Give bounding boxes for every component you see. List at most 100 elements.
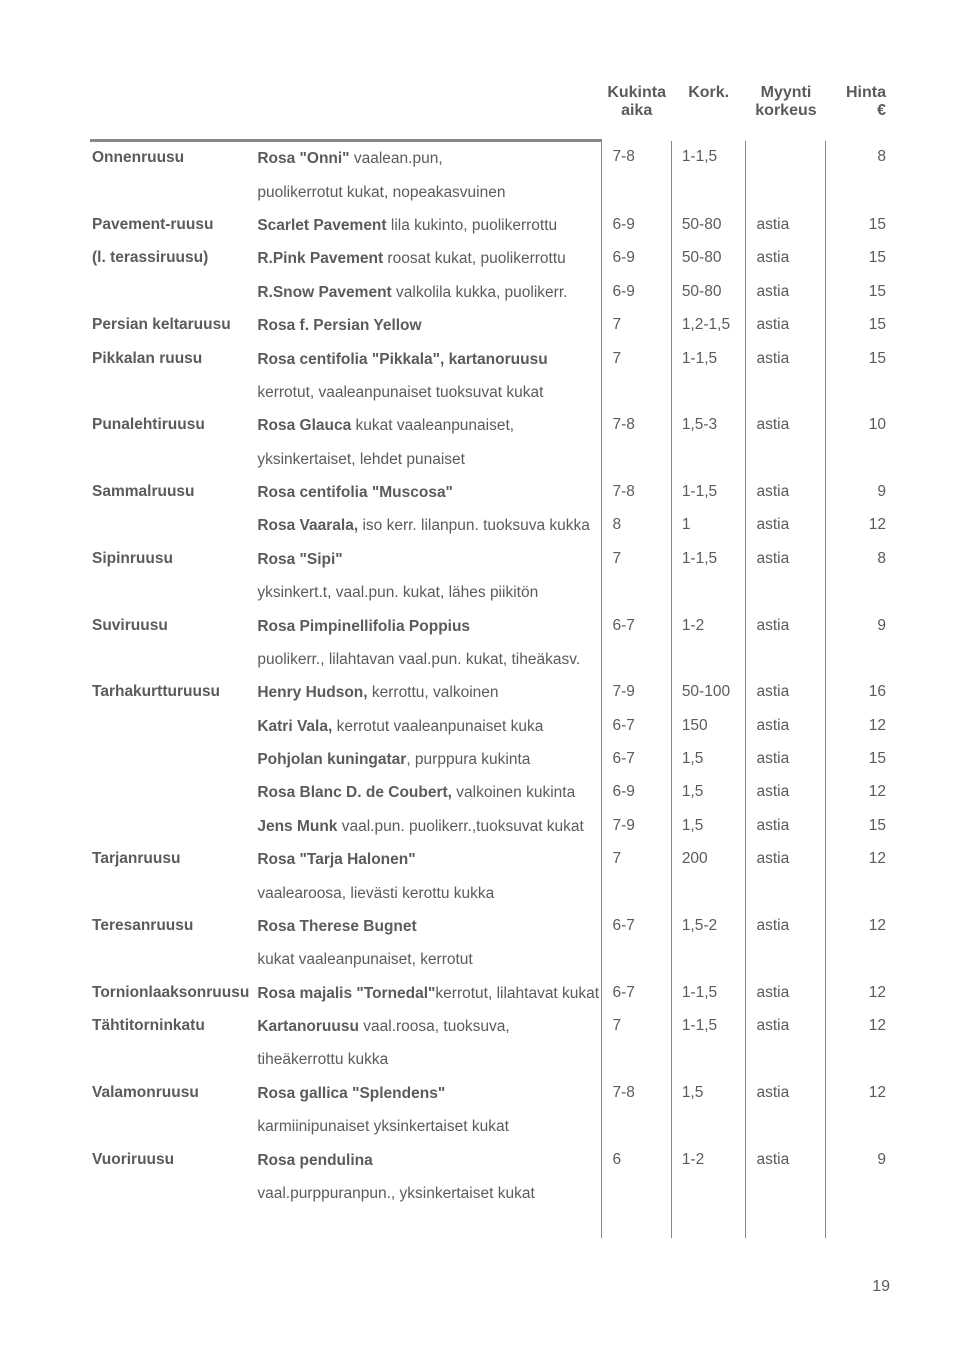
cell-hinta bbox=[826, 376, 890, 409]
cell-name: Sammalruusu bbox=[90, 476, 255, 509]
cell-kukinta bbox=[602, 1224, 671, 1238]
cell-myynti bbox=[746, 176, 826, 209]
cell-hinta: 15 bbox=[826, 309, 890, 342]
table-row: TarjanruusuRosa "Tarja Halonen"7200astia… bbox=[90, 843, 890, 876]
cell-myynti bbox=[746, 141, 826, 176]
cell-myynti: astia bbox=[746, 910, 826, 943]
header-hinta: Hinta€ bbox=[826, 80, 890, 141]
cell-kukinta: 7 bbox=[602, 343, 671, 376]
cell-kukinta: 6-9 bbox=[602, 209, 671, 242]
cell-desc bbox=[255, 1224, 602, 1238]
cell-hinta: 9 bbox=[826, 476, 890, 509]
cell-myynti: astia bbox=[746, 843, 826, 876]
cell-hinta: 12 bbox=[826, 1077, 890, 1110]
cell-hinta: 15 bbox=[826, 343, 890, 376]
cell-kork bbox=[671, 376, 746, 409]
cell-name bbox=[90, 776, 255, 809]
cell-kork: 1-2 bbox=[671, 1144, 746, 1177]
table-row: ValamonruusuRosa gallica "Splendens"7-81… bbox=[90, 1077, 890, 1110]
cell-kork: 1,5 bbox=[671, 810, 746, 843]
cell-name: Onnenruusu bbox=[90, 141, 255, 176]
cell-myynti bbox=[746, 1043, 826, 1076]
cell-name bbox=[90, 643, 255, 676]
cell-kork: 1,5 bbox=[671, 776, 746, 809]
table-row: karmiinipunaiset yksinkertaiset kukat bbox=[90, 1110, 890, 1143]
cell-desc: kukat vaaleanpunaiset, kerrotut bbox=[255, 943, 602, 976]
cell-kork: 1-1,5 bbox=[671, 977, 746, 1010]
cell-kork: 1-1,5 bbox=[671, 1010, 746, 1043]
cell-desc: R.Snow Pavement valkolila kukka, puolike… bbox=[255, 276, 602, 309]
cell-hinta: 16 bbox=[826, 676, 890, 709]
cell-kukinta: 6-7 bbox=[602, 710, 671, 743]
cell-name: Persian keltaruusu bbox=[90, 309, 255, 342]
table-row: Rosa Blanc D. de Coubert, valkoinen kuki… bbox=[90, 776, 890, 809]
cell-kukinta: 7 bbox=[602, 843, 671, 876]
cell-kork bbox=[671, 443, 746, 476]
cell-myynti: astia bbox=[746, 1010, 826, 1043]
cell-kukinta: 7-8 bbox=[602, 476, 671, 509]
page-number: 19 bbox=[90, 1278, 890, 1296]
table-row: Pavement-ruusuScarlet Pavement lila kuki… bbox=[90, 209, 890, 242]
cell-name bbox=[90, 743, 255, 776]
cell-name: Tornionlaaksonruusu bbox=[90, 977, 255, 1010]
cell-myynti bbox=[746, 877, 826, 910]
cell-desc bbox=[255, 1210, 602, 1224]
cell-kork bbox=[671, 1177, 746, 1210]
cell-kork: 1,5-2 bbox=[671, 910, 746, 943]
cell-desc: vaal.purppuranpun., yksinkertaiset kukat bbox=[255, 1177, 602, 1210]
cell-desc: puolikerrotut kukat, nopeakasvuinen bbox=[255, 176, 602, 209]
cell-hinta: 12 bbox=[826, 910, 890, 943]
cell-myynti: astia bbox=[746, 309, 826, 342]
table-row: Pohjolan kuningatar, purppura kukinta6-7… bbox=[90, 743, 890, 776]
cell-kork: 1 bbox=[671, 509, 746, 542]
cell-hinta: 15 bbox=[826, 743, 890, 776]
cell-kukinta bbox=[602, 176, 671, 209]
cell-name: Tähtitorninkatu bbox=[90, 1010, 255, 1043]
table-row: Rosa Vaarala, iso kerr. lilanpun. tuoksu… bbox=[90, 509, 890, 542]
cell-name: Valamonruusu bbox=[90, 1077, 255, 1110]
cell-desc: Rosa "Onni" vaalean.pun, bbox=[255, 141, 602, 176]
cell-name bbox=[90, 1043, 255, 1076]
cell-myynti: astia bbox=[746, 209, 826, 242]
cell-desc: Rosa Vaarala, iso kerr. lilanpun. tuoksu… bbox=[255, 509, 602, 542]
cell-hinta bbox=[826, 943, 890, 976]
cell-hinta bbox=[826, 1177, 890, 1210]
table-row: Pikkalan ruusuRosa centifolia "Pikkala",… bbox=[90, 343, 890, 376]
cell-myynti: astia bbox=[746, 343, 826, 376]
cell-myynti: astia bbox=[746, 710, 826, 743]
cell-name bbox=[90, 1210, 255, 1224]
cell-kukinta: 8 bbox=[602, 509, 671, 542]
cell-kork: 1,2-1,5 bbox=[671, 309, 746, 342]
table-row: vaalearoosa, lievästi kerottu kukka bbox=[90, 877, 890, 910]
cell-kukinta: 7 bbox=[602, 1010, 671, 1043]
cell-name bbox=[90, 810, 255, 843]
cell-desc: Rosa "Tarja Halonen" bbox=[255, 843, 602, 876]
cell-myynti: astia bbox=[746, 776, 826, 809]
cell-kukinta bbox=[602, 1177, 671, 1210]
cell-kukinta bbox=[602, 943, 671, 976]
cell-name bbox=[90, 943, 255, 976]
cell-kork bbox=[671, 1110, 746, 1143]
cell-myynti bbox=[746, 443, 826, 476]
cell-kukinta: 6-9 bbox=[602, 242, 671, 275]
cell-hinta bbox=[826, 1224, 890, 1238]
table-row: Persian keltaruusuRosa f. Persian Yellow… bbox=[90, 309, 890, 342]
cell-hinta bbox=[826, 443, 890, 476]
table-row: PunalehtiruusuRosa Glauca kukat vaaleanp… bbox=[90, 409, 890, 442]
table-body: OnnenruusuRosa "Onni" vaalean.pun, 7-8 1-1… bbox=[90, 141, 890, 1239]
cell-name bbox=[90, 710, 255, 743]
cell-hinta: 12 bbox=[826, 776, 890, 809]
cell-name: Sipinruusu bbox=[90, 543, 255, 576]
cell-desc: Rosa pendulina bbox=[255, 1144, 602, 1177]
cell-kork: 50-80 bbox=[671, 276, 746, 309]
cell-name bbox=[90, 443, 255, 476]
table-row: yksinkertaiset, lehdet punaiset bbox=[90, 443, 890, 476]
header-kork: Kork. bbox=[671, 80, 746, 141]
cell-hinta: 15 bbox=[826, 810, 890, 843]
cell-kork: 1,5 bbox=[671, 1077, 746, 1110]
cell-kukinta: 6-7 bbox=[602, 610, 671, 643]
cell-hinta: 9 bbox=[826, 1144, 890, 1177]
cell-hinta bbox=[826, 877, 890, 910]
cell-kukinta bbox=[602, 576, 671, 609]
cell-name: Pavement-ruusu bbox=[90, 209, 255, 242]
